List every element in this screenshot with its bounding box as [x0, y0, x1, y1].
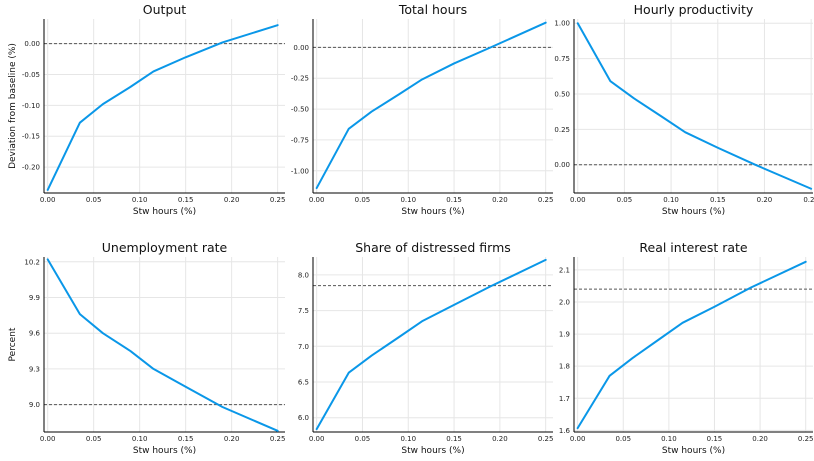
y-tick-label: 0.00 [293, 44, 309, 52]
y-tick-label: 9.9 [29, 294, 40, 302]
y-tick-label: 1.9 [559, 331, 570, 339]
x-tick-label: 0.10 [132, 435, 148, 443]
x-tick-label: 0.00 [309, 196, 325, 204]
y-tick-label: 1.00 [554, 20, 570, 28]
x-tick-label: 0.00 [40, 435, 56, 443]
panel-3: 0.00 0.05 0.10 0.15 0.20 0.25 0.00 0.25 0.50 0.75… [554, 2, 814, 217]
x-tick-label: 0.10 [132, 196, 148, 204]
series-line [315, 258, 547, 431]
x-tick-label: 0.15 [446, 435, 462, 443]
x-tick-label: 0.25 [270, 435, 286, 443]
x-tick-label: 0.05 [355, 196, 371, 204]
y-tick-label: 9.6 [29, 330, 41, 338]
x-tick-label: 0.25 [538, 435, 554, 443]
chart-title: Unemployment rate [102, 240, 228, 255]
y-tick-label: 0.00 [24, 40, 40, 48]
panel-6: 0.00 0.05 0.10 0.15 0.20 0.25 1.6 1.7 1.8 1.9 2.0 2… [559, 240, 814, 456]
x-tick-label: 0.20 [757, 196, 773, 204]
y-tick-label: 6.5 [298, 379, 309, 387]
y-tick-label: -0.10 [22, 102, 40, 110]
x-tick-label: 0.25 [270, 196, 286, 204]
y-tick-label: 1.6 [559, 427, 571, 435]
x-axis-label: Stw hours (%) [662, 446, 725, 456]
panel-4: 0.00 0.05 0.10 0.15 0.20 0.25 9.0 9.3 9.6 9.9 10.2… [8, 240, 285, 456]
panel-5: 0.00 0.05 0.10 0.15 0.20 0.25 6.0 6.5 7.0 7.5 8.0 S… [298, 240, 554, 456]
y-axis-label: Deviation from baseline (%) [8, 43, 18, 169]
y-tick-label: 1.7 [559, 395, 570, 403]
x-tick-label: 0.10 [400, 435, 416, 443]
x-tick-label: 0.05 [615, 435, 631, 443]
y-tick-label: 6.0 [298, 414, 309, 422]
x-axis-label: Stw hours (%) [401, 207, 464, 217]
x-tick-label: 0.00 [570, 435, 586, 443]
x-tick-label: 0.05 [86, 196, 102, 204]
chart-title: Hourly productivity [634, 2, 754, 17]
y-tick-label: -0.75 [291, 136, 309, 144]
y-tick-label: -0.20 [22, 164, 40, 172]
x-tick-label: 0.00 [309, 435, 325, 443]
x-axis-label: Stw hours (%) [133, 207, 196, 217]
x-tick-label: 0.25 [798, 435, 814, 443]
y-tick-label: -0.50 [291, 106, 309, 114]
x-tick-label: 0.10 [663, 196, 679, 204]
series-line [576, 260, 807, 430]
chart-title: Total hours [398, 2, 467, 17]
y-tick-label: 0.75 [554, 55, 570, 63]
y-tick-label: -0.25 [291, 75, 309, 83]
x-tick-label: 0.00 [570, 196, 586, 204]
y-tick-label: 8.0 [298, 271, 309, 279]
panel-2: 0.00 0.05 0.10 0.15 0.20 0.25 -1.00 -0.75 -0.50 -… [291, 2, 554, 217]
x-tick-label: 0.20 [224, 435, 240, 443]
x-tick-label: 0.05 [86, 435, 102, 443]
x-tick-label: 0.05 [617, 196, 633, 204]
y-tick-label: 10.2 [24, 258, 40, 266]
y-tick-label: 0.25 [554, 126, 570, 134]
x-axis-label: Stw hours (%) [133, 446, 196, 456]
x-tick-label: 0.20 [224, 196, 240, 204]
series-line [576, 22, 813, 190]
x-tick-label: 0.20 [752, 435, 768, 443]
y-tick-label: 7.0 [298, 343, 309, 351]
y-tick-label: -0.05 [22, 71, 40, 79]
x-tick-label: 0.20 [492, 435, 508, 443]
chart-title: Share of distressed firms [355, 240, 511, 255]
y-tick-label: 9.0 [29, 401, 40, 409]
chart-title: Output [143, 2, 187, 17]
x-tick-label: 0.15 [710, 196, 726, 204]
x-tick-label: 0.00 [40, 196, 56, 204]
x-tick-label: 0.15 [446, 196, 462, 204]
x-axis-label: Stw hours (%) [662, 207, 725, 217]
y-tick-label: 1.8 [559, 363, 570, 371]
x-tick-label: 0.25 [803, 196, 814, 204]
series-line [315, 21, 547, 190]
x-tick-label: 0.25 [538, 196, 554, 204]
x-tick-label: 0.20 [492, 196, 508, 204]
y-axis-label: Percent [8, 327, 18, 361]
x-tick-label: 0.10 [661, 435, 677, 443]
y-tick-label: 0.00 [554, 161, 570, 169]
x-tick-label: 0.05 [355, 435, 371, 443]
y-tick-label: -1.00 [291, 167, 309, 175]
x-tick-label: 0.15 [178, 435, 194, 443]
y-tick-label: 0.50 [554, 90, 570, 98]
x-tick-label: 0.15 [178, 196, 194, 204]
x-axis-label: Stw hours (%) [401, 446, 464, 456]
y-tick-label: 9.3 [29, 365, 40, 373]
y-tick-label: 7.5 [298, 307, 309, 315]
y-tick-label: 2.1 [559, 266, 570, 274]
y-tick-label: -0.15 [22, 133, 40, 141]
chart-title: Real interest rate [639, 240, 748, 255]
x-tick-label: 0.15 [707, 435, 723, 443]
series-line [46, 258, 279, 432]
panel-1: 0.00 0.05 0.10 0.15 0.20 0.25 -0.20 -0.15 -0.10 -… [8, 2, 285, 217]
x-tick-label: 0.10 [400, 196, 416, 204]
y-tick-label: 2.0 [559, 298, 570, 306]
series-line [46, 24, 279, 191]
